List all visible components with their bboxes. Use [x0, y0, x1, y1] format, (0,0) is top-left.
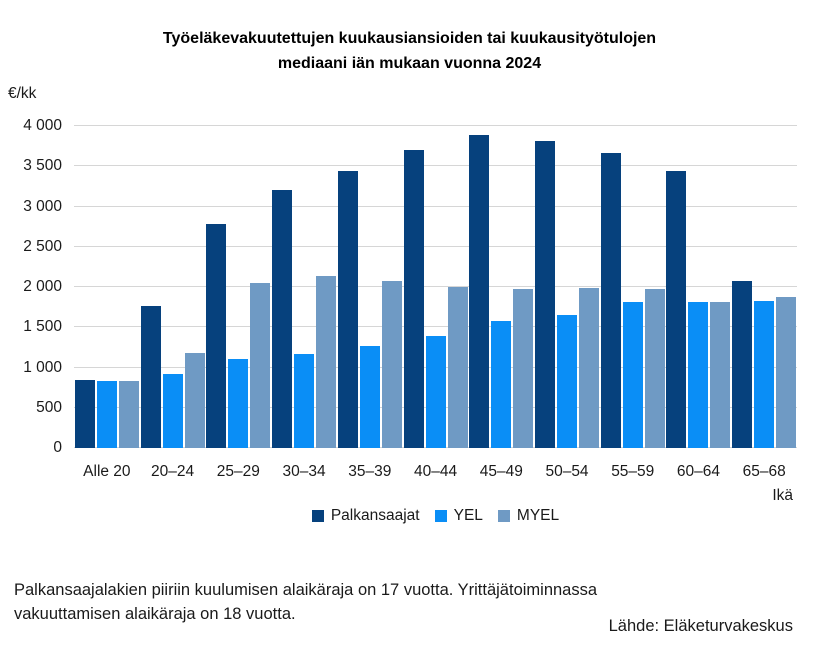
bar-group	[468, 126, 534, 448]
bar-yel	[557, 315, 577, 448]
gridline	[74, 205, 797, 207]
y-axis-unit-label: €/kk	[8, 85, 37, 102]
bar-myel	[118, 381, 139, 448]
bar-yel	[491, 320, 512, 448]
footer-note: Palkansaajalakien piiriin kuulumisen ala…	[14, 578, 597, 626]
bar-palkansaajat	[403, 150, 424, 448]
y-tick-label: 1 000	[23, 358, 62, 376]
legend-label: MYEL	[516, 507, 560, 524]
y-tick-label: 500	[36, 398, 62, 416]
x-tick-label: 45–49	[479, 463, 523, 480]
bar-group	[74, 126, 140, 448]
legend-swatch-icon	[434, 510, 447, 522]
x-tick-label: 55–59	[611, 463, 655, 480]
legend-swatch-icon	[311, 510, 324, 522]
bar-group	[205, 126, 271, 448]
legend-swatch-icon	[497, 510, 510, 522]
bar-yel	[96, 381, 117, 448]
x-tick-label: 40–44	[413, 463, 458, 480]
x-axis-labels: Alle 20 20–24 25–29 30–34 35–39 40–44 45–49 50–…	[74, 463, 797, 481]
bar-myel	[316, 275, 337, 448]
bar-group	[666, 126, 732, 448]
bar-yel	[359, 345, 380, 448]
gridline	[74, 326, 797, 328]
legend-item: Palkansaajat	[311, 507, 420, 525]
legend: Palkansaajat YEL MYEL	[74, 507, 797, 525]
bar-myel	[250, 282, 271, 448]
bar-palkansaajat	[732, 280, 753, 448]
footer-note-line1: Palkansaajalakien piiriin kuulumisen ala…	[14, 581, 598, 599]
bar-yel	[294, 353, 315, 448]
y-tick-label: 4 000	[23, 117, 62, 134]
chart-title: Työeläkevakuutettujen kuukausiansioiden …	[0, 26, 819, 76]
bar-palkansaajat	[140, 306, 161, 448]
bar-palkansaajat	[469, 134, 490, 448]
legend-label: YEL	[453, 507, 483, 524]
bar-yel	[228, 359, 249, 448]
bar-group	[271, 126, 337, 448]
bar-myel	[513, 288, 534, 448]
source-label: Lähde: Eläketurvakeskus	[608, 617, 793, 635]
bar-yel	[622, 302, 643, 448]
x-axis-title: Ikä	[772, 487, 793, 504]
chart-title-line2: mediaani iän mukaan vuonna 2024	[277, 55, 542, 72]
bar-myel	[381, 281, 402, 448]
bar-yel	[162, 373, 183, 448]
bar-palkansaajat	[535, 141, 555, 448]
gridline	[74, 245, 797, 247]
footer-note-line2: vakuuttamisen alaikäraja on 18 vuotta.	[14, 605, 296, 623]
x-tick-label: 35–39	[348, 463, 392, 480]
legend-label: Palkansaajat	[330, 507, 420, 524]
bar-myel	[184, 353, 205, 448]
x-tick-label: 20–24	[151, 463, 195, 480]
y-tick-label: 0	[53, 439, 62, 456]
y-tick-label: 2 500	[23, 237, 62, 255]
bar-palkansaajat	[666, 171, 687, 448]
bar-groups	[74, 126, 797, 448]
y-tick-label: 3 000	[23, 197, 62, 215]
bar-palkansaajat	[74, 379, 95, 448]
bar-group	[600, 126, 666, 448]
bar-palkansaajat	[600, 153, 621, 448]
y-axis-labels: 0 500 1 000 1 500 2 000 2 500 3 000 3 500 4 000	[0, 117, 62, 456]
bar-group	[337, 126, 403, 448]
x-tick-label: 60–64	[676, 463, 721, 480]
x-tick-label: 25–29	[216, 463, 260, 480]
bar-group	[403, 126, 469, 448]
y-tick-label: 3 500	[23, 157, 62, 175]
bar-group	[534, 126, 600, 448]
bar-palkansaajat	[337, 171, 358, 448]
legend-item: YEL	[434, 507, 483, 525]
bar-myel	[447, 287, 468, 448]
bar-myel	[579, 287, 599, 448]
bar-yel	[754, 300, 775, 448]
plot-area	[74, 125, 797, 448]
bar-myel	[710, 302, 731, 448]
gridline	[74, 286, 797, 287]
bar-palkansaajat	[206, 224, 227, 448]
x-tick-label: 30–34	[282, 463, 326, 480]
bar-group	[140, 126, 206, 448]
y-tick-label: 2 000	[23, 278, 62, 295]
x-tick-label: 65–68	[742, 463, 786, 480]
x-tick-label: Alle 20	[83, 463, 131, 480]
chart-title-line1: Työeläkevakuutettujen kuukausiansioiden …	[162, 30, 657, 47]
y-tick-label: 1 500	[23, 318, 62, 336]
legend-item: MYEL	[497, 507, 560, 525]
bar-yel	[688, 302, 709, 448]
gridline	[74, 125, 797, 126]
bar-myel	[644, 288, 665, 448]
gridline	[74, 165, 797, 167]
bar-myel	[776, 296, 797, 448]
bar-yel	[425, 336, 446, 448]
x-tick-label: 50–54	[545, 463, 589, 480]
bar-palkansaajat	[272, 190, 293, 448]
bar-group	[731, 126, 797, 448]
